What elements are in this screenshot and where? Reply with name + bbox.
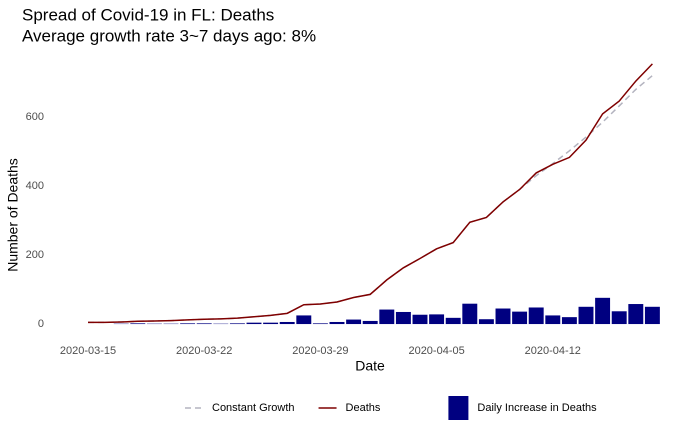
bar xyxy=(196,323,212,325)
bar xyxy=(528,307,544,325)
bar xyxy=(362,320,378,325)
legend-swatch xyxy=(448,396,469,420)
bar xyxy=(478,319,494,325)
legend-label: Daily Increase in Deaths xyxy=(477,402,597,414)
bar xyxy=(611,311,627,325)
bar xyxy=(628,304,644,325)
bar xyxy=(561,317,577,325)
bar xyxy=(229,323,245,325)
line xyxy=(88,75,653,324)
y-tick-label: 600 xyxy=(26,111,44,123)
y-tick-label: 200 xyxy=(26,249,44,261)
bar xyxy=(462,303,478,325)
x-tick-label: 2020-03-29 xyxy=(292,345,348,357)
x-tick-label: 2020-04-12 xyxy=(525,345,581,357)
bar xyxy=(279,321,295,325)
y-tick-label: 0 xyxy=(38,318,44,330)
bar xyxy=(595,297,611,325)
legend-label: Deaths xyxy=(346,402,381,414)
x-tick-label: 2020-03-15 xyxy=(60,345,116,357)
legend-label: Constant Growth xyxy=(212,402,295,414)
bar xyxy=(495,308,511,325)
chart-title: Spread of Covid-19 in FL: Deaths xyxy=(22,5,274,24)
chart-subtitle: Average growth rate 3~7 days ago: 8% xyxy=(22,26,316,45)
bar xyxy=(180,323,196,325)
bar xyxy=(329,321,345,325)
bar xyxy=(644,306,660,325)
x-axis-title: Date xyxy=(355,358,385,374)
bar xyxy=(130,323,146,325)
bar xyxy=(346,319,362,325)
bar xyxy=(412,314,428,325)
bar xyxy=(578,306,594,325)
x-tick-label: 2020-04-05 xyxy=(408,345,464,357)
bar xyxy=(395,311,411,325)
bar xyxy=(263,322,279,325)
line xyxy=(88,63,653,324)
y-axis-title: Number of Deaths xyxy=(5,158,21,272)
bar xyxy=(512,311,528,325)
x-tick-label: 2020-03-22 xyxy=(176,345,232,357)
bar xyxy=(246,322,262,325)
bar xyxy=(296,315,312,325)
bar xyxy=(312,323,328,325)
y-tick-label: 400 xyxy=(26,180,44,192)
bar xyxy=(545,315,561,325)
bar xyxy=(379,309,395,325)
bar xyxy=(429,314,445,325)
bar xyxy=(445,317,461,325)
